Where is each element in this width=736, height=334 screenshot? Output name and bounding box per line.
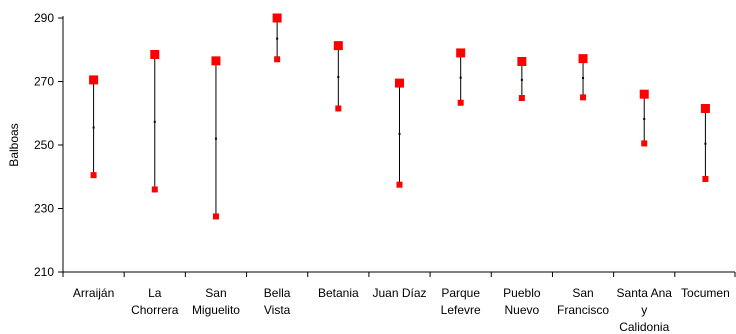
x-category-label: Tocumen (681, 286, 730, 300)
x-category-label-line: Chorrera (131, 303, 179, 317)
x-category-label-line: Nuevo (505, 303, 540, 317)
x-category-label: Betania (318, 286, 359, 300)
low-marker (90, 172, 97, 179)
low-marker (702, 175, 709, 182)
y-tick-label: 210 (34, 265, 54, 279)
x-category-label-line: Parque (441, 286, 480, 300)
mid-point (459, 76, 462, 79)
x-axis: Arraiján La Chorrera San Miguelito Bella Vista… (62, 271, 736, 334)
mid-point (704, 142, 707, 145)
x-category-label-line: Vista (264, 303, 291, 317)
x-category-label: Pueblo Nuevo (503, 286, 541, 317)
x-category-label: Arraiján (73, 286, 114, 300)
y-axis-title: Balboas (7, 123, 21, 166)
low-marker (457, 99, 464, 106)
low-marker (212, 213, 219, 220)
low-marker (335, 105, 342, 112)
high-marker (700, 103, 710, 113)
x-category-label-line: Calidonia (619, 320, 669, 334)
high-marker (211, 56, 221, 66)
x-category-label-line: San (572, 286, 593, 300)
mid-point (582, 77, 585, 80)
x-category-label-line: Betania (318, 286, 359, 300)
high-marker (272, 13, 282, 23)
high-marker (639, 89, 649, 99)
y-tick-label: 230 (34, 202, 54, 216)
low-marker (151, 186, 158, 193)
y-axis: 210 230 250 270 290 (34, 11, 64, 279)
x-category-label: Bella Vista (264, 286, 291, 317)
high-marker (395, 78, 404, 88)
mid-point (276, 37, 279, 40)
y-tick-label: 290 (34, 11, 54, 25)
high-marker (578, 54, 588, 64)
x-category-label-line: Tocumen (681, 286, 730, 300)
x-category-label-line: Santa Ana (617, 286, 673, 300)
low-marker (274, 56, 281, 63)
high-marker (517, 56, 527, 66)
high-marker (333, 41, 343, 51)
y-tick-label: 270 (34, 75, 54, 89)
x-category-label-line: Juan Díaz (372, 286, 426, 300)
x-category-label: Juan Díaz (372, 286, 426, 300)
high-marker (150, 50, 160, 60)
x-category-label: San Miguelito (192, 286, 240, 317)
x-category-label-line: Arraiján (73, 286, 114, 300)
mid-point (153, 120, 156, 123)
mid-point (92, 126, 95, 129)
x-category-label-line: Pueblo (503, 286, 541, 300)
x-category-label-line: Miguelito (192, 303, 240, 317)
mid-point (214, 137, 217, 140)
low-marker (518, 95, 525, 102)
x-category-label: Parque Lefevre (441, 286, 481, 317)
x-category-label-line: San (205, 286, 226, 300)
mid-point (398, 132, 401, 135)
high-marker (89, 75, 99, 85)
range-series (89, 13, 710, 220)
low-marker (641, 140, 648, 147)
mid-point (643, 117, 646, 120)
x-category-label-line: La (148, 286, 162, 300)
x-category-label-line: Bella (264, 286, 291, 300)
low-marker (396, 181, 403, 188)
x-category-label: La Chorrera (131, 286, 179, 317)
mid-point (337, 76, 340, 79)
mid-point (520, 78, 523, 81)
x-category-label-line: Francisco (557, 303, 609, 317)
x-category-label: Santa Ana y Calidonia (617, 286, 673, 334)
high-marker (456, 48, 466, 58)
low-marker (580, 94, 587, 101)
x-category-label-line: y (641, 303, 647, 317)
x-category-label: San Francisco (557, 286, 609, 317)
y-tick-label: 250 (34, 138, 54, 152)
x-category-label-line: Lefevre (441, 303, 481, 317)
